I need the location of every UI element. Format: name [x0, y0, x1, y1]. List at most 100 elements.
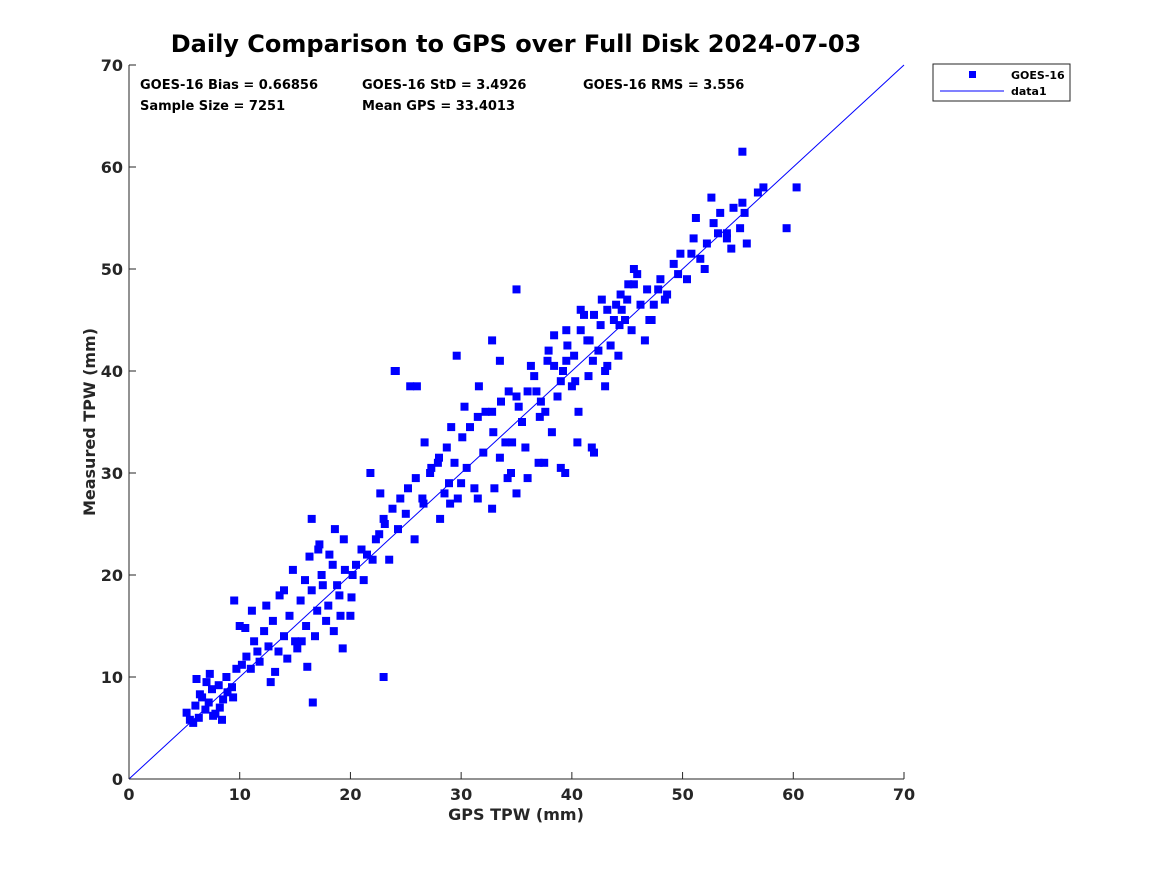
scatter-point — [280, 586, 288, 595]
scatter-point — [623, 295, 632, 304]
chart-title: Daily Comparison to GPS over Full Disk 2… — [171, 30, 862, 58]
scatter-point — [759, 183, 768, 192]
scatter-point — [301, 576, 309, 585]
scatter-point — [474, 382, 483, 391]
scatter-point — [473, 494, 482, 503]
scatter-point — [585, 336, 594, 345]
scatter-point — [567, 382, 576, 391]
scatter-point — [543, 356, 552, 365]
scatter-point — [297, 637, 306, 646]
scatter-point — [195, 690, 204, 699]
scatter-point — [753, 188, 762, 197]
scatter-point — [368, 555, 377, 564]
scatter-point — [339, 535, 348, 544]
scatter-point — [208, 685, 216, 694]
scatter-point — [390, 367, 399, 375]
y-tick-label: 50 — [101, 260, 123, 279]
scatter-point — [521, 443, 530, 452]
scatter-point — [325, 550, 334, 559]
scatter-point — [691, 214, 700, 222]
y-tick-label: 0 — [112, 770, 123, 789]
scatter-point — [324, 601, 333, 610]
scatter-point — [656, 275, 665, 284]
scatter-point — [336, 611, 345, 620]
y-tick-label: 20 — [101, 566, 123, 585]
scatter-point — [530, 372, 539, 381]
scatter-point — [406, 382, 415, 391]
scatter-point — [457, 479, 466, 488]
scatter-point — [590, 448, 598, 457]
stat-bias: GOES-16 Bias = 0.66856 — [140, 78, 318, 93]
scatter-point — [305, 552, 314, 561]
scatter-point — [729, 203, 738, 212]
scatter-point — [570, 351, 579, 360]
scatter-point — [576, 305, 585, 314]
scatter-point — [588, 356, 597, 365]
scatter-point — [576, 326, 585, 335]
legend-box — [932, 63, 1071, 102]
scatter-point — [418, 494, 427, 503]
scatter-point — [606, 341, 615, 350]
scatter-point — [182, 708, 191, 717]
scatter-point — [742, 239, 751, 248]
scatter-point — [396, 494, 405, 503]
scatter-point — [503, 474, 512, 483]
scatter-point — [205, 669, 214, 678]
scatter-point — [700, 265, 709, 273]
scatter-point — [419, 499, 428, 508]
scatter-point — [736, 224, 745, 233]
scatter-point — [303, 662, 312, 671]
scatter-point — [512, 392, 521, 401]
scatter-point — [709, 219, 718, 228]
scatter-point — [683, 275, 691, 284]
scatter-point — [614, 351, 623, 360]
scatter-point — [302, 622, 311, 630]
y-axis-title: Measured TPW (mm) — [80, 328, 99, 516]
scatter-point — [359, 576, 368, 585]
scatter-point — [283, 654, 292, 663]
scatter-point — [621, 316, 629, 324]
scatter-point — [322, 616, 331, 625]
scatter-point — [189, 718, 198, 727]
scatter-point — [214, 681, 223, 690]
scatter-point — [532, 387, 541, 396]
scatter-point — [442, 443, 451, 452]
scatter-point — [246, 664, 255, 673]
scatter-point — [201, 705, 210, 714]
scatter-point — [629, 280, 638, 289]
scatter-point — [237, 660, 246, 669]
scatter-point — [338, 644, 347, 653]
stat-rms: GOES-16 RMS = 3.556 — [583, 78, 744, 93]
scatter-point — [328, 560, 337, 569]
scatter-point — [260, 627, 269, 636]
tick-labels: 0 10 20 30 40 50 60 70 0 10 20 30 40 50 60 70 — [101, 56, 915, 804]
scatter-point — [379, 673, 388, 681]
scatter-point — [501, 438, 510, 447]
y-tick-label: 70 — [101, 56, 123, 75]
y-tick-label: 10 — [101, 668, 123, 687]
scatter-point — [629, 265, 638, 273]
scatter-point — [792, 183, 801, 192]
scatter-point — [291, 637, 300, 646]
legend: GOES-16 data1 — [932, 63, 1071, 102]
scatter-point — [714, 229, 722, 238]
scatter-point — [660, 295, 669, 304]
scatter-point — [458, 433, 467, 442]
scatter-point — [580, 310, 588, 319]
scatter-point — [512, 285, 521, 294]
scatter-point — [194, 713, 203, 722]
scatter-point — [436, 514, 445, 523]
stat-std: GOES-16 StD = 3.4926 — [362, 78, 526, 93]
scatter-point — [401, 509, 410, 518]
scatter-point — [460, 402, 469, 411]
scatter-point — [645, 316, 654, 324]
scatter-point — [330, 525, 339, 534]
scatter-point — [235, 622, 244, 630]
scatter-point — [534, 458, 543, 467]
scatter-point — [518, 418, 526, 426]
legend-label-goes16: GOES-16 — [1011, 69, 1065, 82]
scatter-point — [523, 387, 532, 396]
stat-sample-size: Sample Size = 7251 — [140, 99, 285, 114]
x-tick-label: 20 — [339, 785, 361, 804]
scatter-point — [508, 438, 517, 447]
